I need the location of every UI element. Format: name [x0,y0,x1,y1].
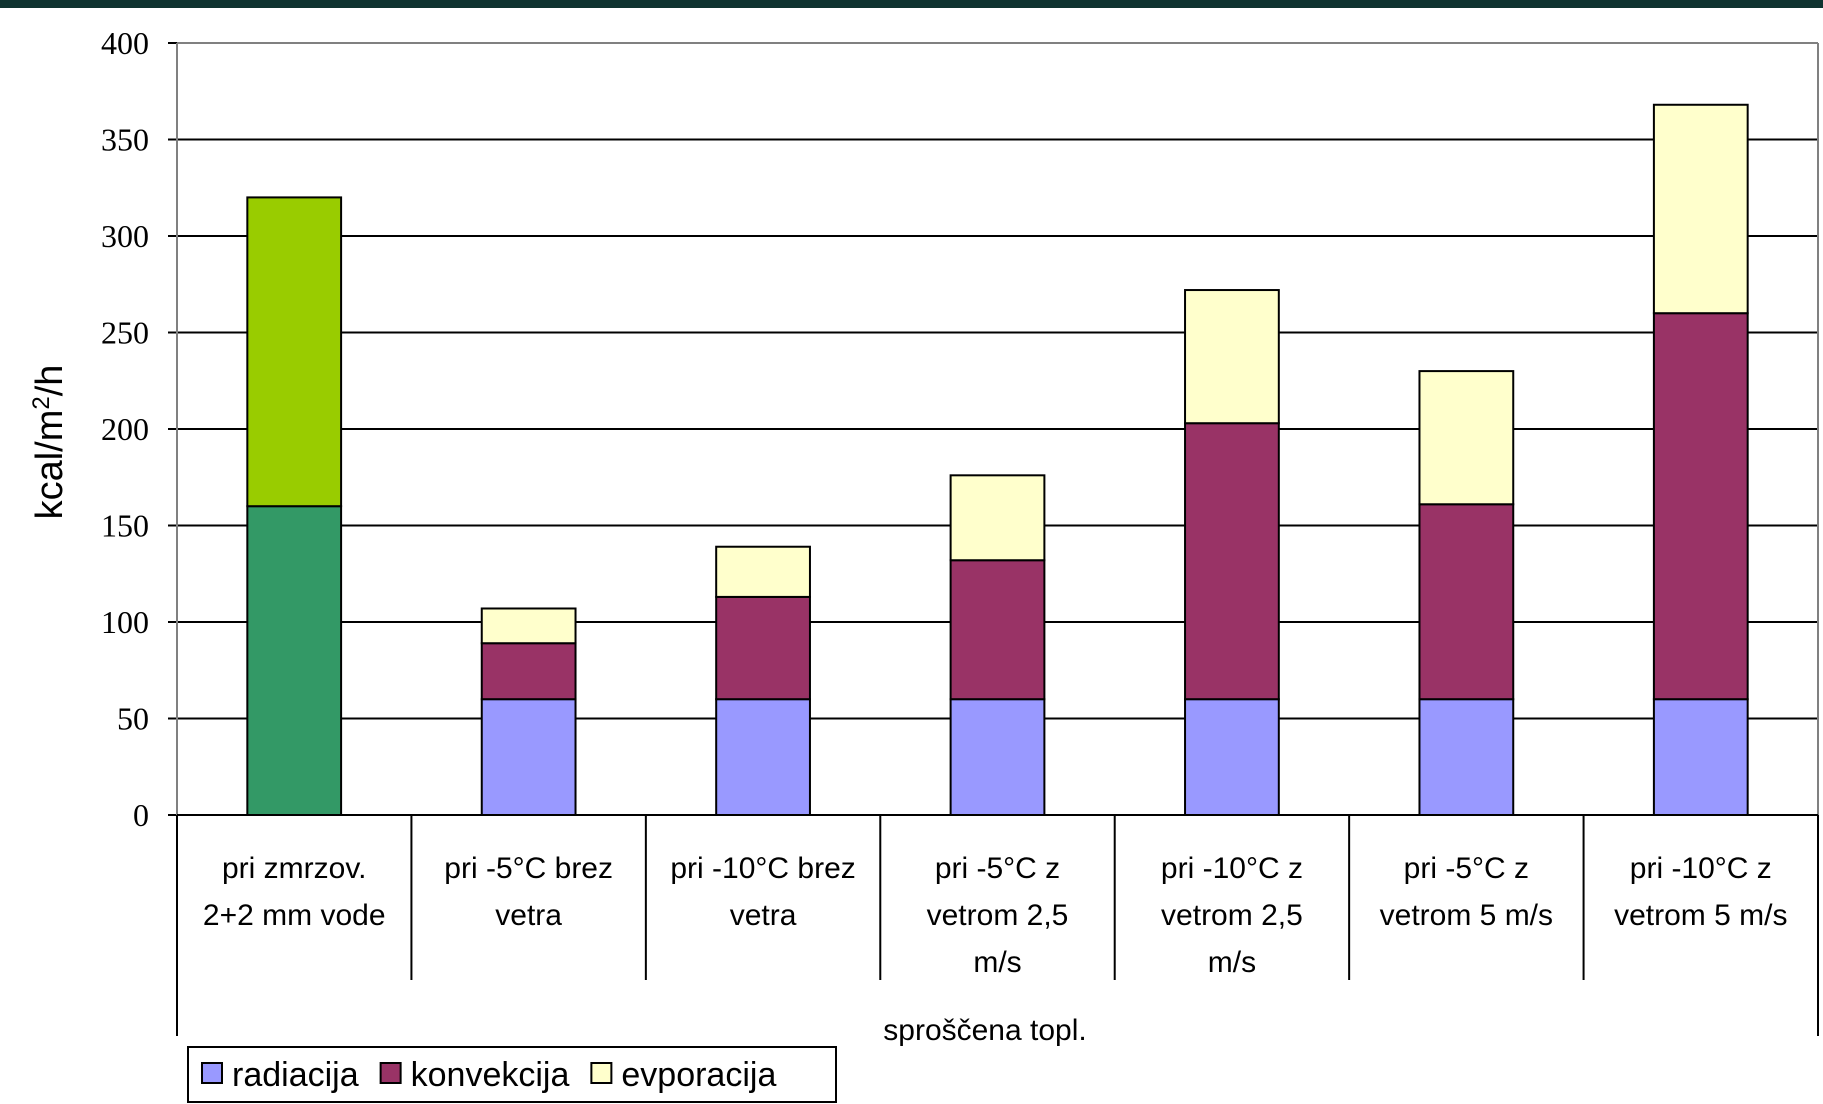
category-label: pri -10°C z vetrom 5 m/s [1614,852,1787,932]
legend-swatch-evporacija [590,1062,613,1084]
y-tick-label: 200 [101,411,149,447]
bar-segment-radiacija [1184,698,1280,817]
bar-segment-evporacija [715,545,811,598]
bar-segment-konvekcija [949,559,1046,701]
axes [176,42,1819,1036]
legend-label-konvekcija: konvekcija [411,1056,570,1094]
y-tick-label: 350 [101,122,149,158]
category-label: pri -10°C z vetrom 2,5 m/s [1161,852,1303,979]
bars [246,103,1749,817]
y-axis-label: kcal/m2/h [28,365,72,520]
bar-segment-radiacija [949,698,1046,817]
bar-segment-konvekcija [1652,312,1749,701]
bar-segment-konvekcija [1418,503,1515,701]
bar-segment-konvekcija [246,196,343,508]
y-tick-label: 300 [101,218,149,254]
legend-swatch-radiacija [201,1062,223,1084]
category-label: pri -5°C z vetrom 2,5 m/s [927,852,1069,979]
y-tick-labels: 0 50 100 150 200 250 300 350 400 [101,25,149,833]
y-tick-label: 100 [101,604,149,640]
bar-segment-konvekcija [715,595,811,701]
bar-segment-radiacija [1652,698,1749,817]
bar-segment-evporacija [1184,289,1280,425]
bar-segment-evporacija [1652,103,1749,315]
category-label: pri -10°C brez vetra [670,852,855,932]
bar-segment-konvekcija [1184,422,1280,701]
bar-segment-radiacija [246,505,343,816]
bar-segment-radiacija [715,698,811,817]
category-label: pri -5°C z vetrom 5 m/s [1380,852,1553,932]
legend-box [187,1046,837,1103]
y-tick-label: 0 [133,797,149,833]
y-tick-label: 150 [101,508,149,544]
legend-swatch-konvekcija [379,1062,402,1084]
y-tick-label: 250 [101,315,149,351]
bar-segment-konvekcija [480,642,577,701]
category-labels: pri zmrzov. 2+2 mm vode pri -5°C brez vetra… [203,852,1788,979]
bar-segment-evporacija [1418,370,1515,506]
legend: radiacija konvekcija evporacija [187,1046,837,1103]
top-border [0,0,1823,8]
y-tick-label: 50 [117,701,149,737]
bar-segment-evporacija [949,474,1046,562]
bar-segment-radiacija [480,698,577,817]
category-label: pri zmrzov. 2+2 mm vode [203,852,386,932]
group-label: sproščena topl. [883,1014,1086,1047]
y-tick-label: 400 [101,25,149,61]
category-label: pri -5°C brez vetra [444,852,613,932]
bar-segment-evporacija [480,607,577,645]
legend-label-evporacija: evporacija [621,1056,776,1094]
bar-segment-radiacija [1418,698,1515,817]
legend-label-radiacija: radiacija [232,1056,359,1094]
